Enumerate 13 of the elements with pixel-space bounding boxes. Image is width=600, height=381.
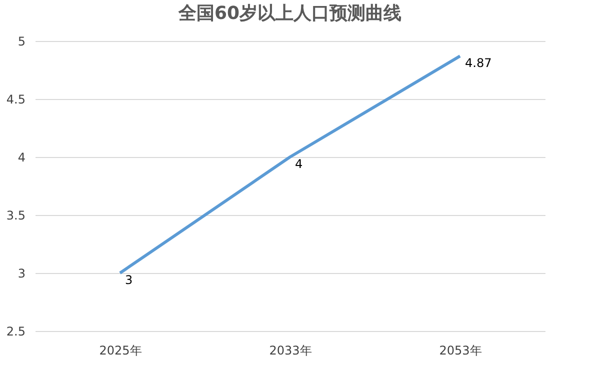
data-label: 3	[125, 273, 133, 287]
y-tick-label: 5	[18, 34, 26, 48]
data-label: 4	[295, 157, 303, 171]
chart-title: 全国60岁以上人口预测曲线	[177, 3, 402, 24]
y-tick-label: 2.5	[6, 324, 26, 338]
y-tick-label: 4	[18, 150, 26, 164]
y-tick-label: 4.5	[6, 92, 26, 106]
y-tick-label: 3	[18, 266, 26, 280]
x-tick-label: 2053年	[439, 344, 482, 358]
x-tick-label: 2025年	[99, 344, 142, 358]
x-tick-label: 2033年	[269, 344, 312, 358]
y-tick-label: 3.5	[6, 208, 26, 222]
data-label: 4.87	[465, 56, 492, 70]
